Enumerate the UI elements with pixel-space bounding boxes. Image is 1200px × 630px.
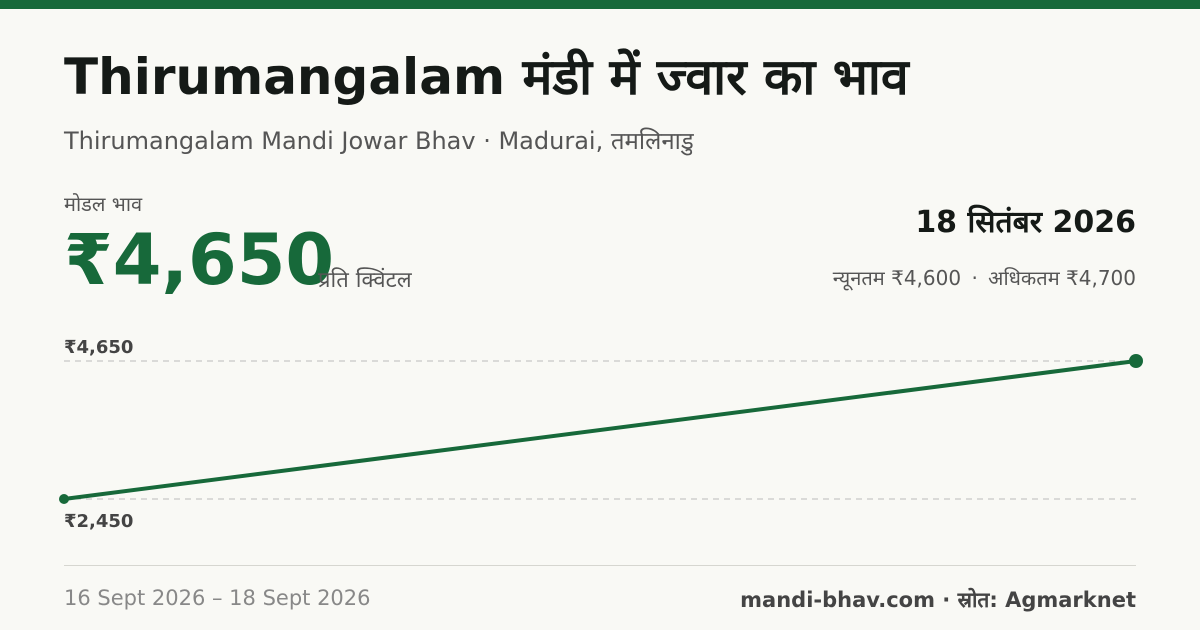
data-point (59, 494, 69, 504)
price-trend-chart: ₹4,650 ₹2,450 (59, 337, 1143, 532)
max-price: अधिकतम ₹4,700 (988, 266, 1136, 290)
price-unit: प्रति क्विंटल (318, 268, 412, 293)
min-price: न्यूनतम ₹4,600 (832, 266, 962, 290)
series-line (63, 359, 1137, 501)
price-range: न्यूनतम ₹4,600 · अधिकतम ₹4,700 (833, 264, 1136, 291)
modal-price-value: ₹4,650 (64, 219, 335, 301)
series-layer (59, 354, 1143, 504)
footer-divider (64, 565, 1136, 566)
top-accent-bar (0, 0, 1200, 9)
modal-price-label: मोडल भाव (64, 192, 143, 216)
source-credit: mandi-bhav.com · स्रोत: Agmarknet (740, 588, 1136, 612)
page-subtitle: Thirumangalam Mandi Jowar Bhav · Madurai… (64, 127, 694, 155)
data-point (1129, 354, 1143, 368)
range-separator: · (971, 266, 978, 290)
bottom-reference-label: ₹2,450 (64, 511, 133, 532)
date-range: 16 Sept 2026 – 18 Sept 2026 (64, 586, 371, 610)
price-date: 18 सितंबर 2026 (915, 205, 1136, 240)
top-reference-label: ₹4,650 (64, 337, 133, 358)
page-title: Thirumangalam मंडी में ज्वार का भाव (64, 48, 909, 106)
